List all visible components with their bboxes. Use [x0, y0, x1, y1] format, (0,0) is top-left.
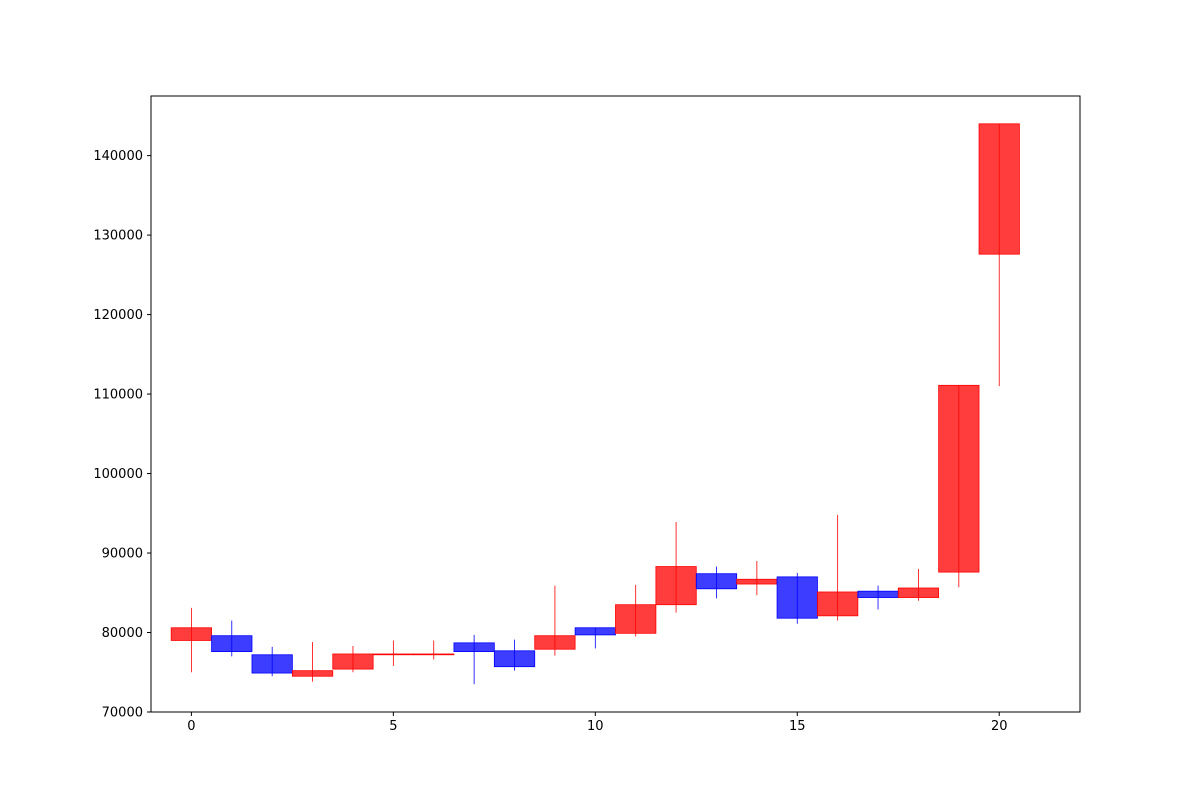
candle-body	[453, 642, 495, 652]
y-axis: 70000 80000 90000 100000 110000 120000 130000 1…	[93, 149, 151, 721]
candle-body	[413, 653, 455, 656]
candle-16	[817, 514, 859, 621]
candle-body	[897, 587, 940, 598]
candle-body	[493, 650, 536, 668]
y-tick-label: 120000	[93, 308, 143, 323]
candle-4	[332, 646, 374, 673]
candle-body	[170, 627, 212, 641]
candle-18	[897, 568, 940, 601]
candle-3	[291, 642, 334, 682]
y-tick-label: 90000	[102, 547, 143, 562]
candle-11	[615, 584, 657, 637]
candle-0	[170, 607, 212, 673]
candle-15	[776, 572, 818, 624]
candle-body	[938, 384, 980, 573]
x-tick-label: 20	[991, 719, 1008, 734]
candle-17	[857, 585, 899, 610]
candles-layer	[170, 123, 1020, 685]
candle-body	[695, 573, 738, 590]
x-tick-label: 10	[587, 719, 604, 734]
candle-body	[251, 654, 293, 674]
y-tick-label: 80000	[102, 626, 143, 641]
candle-14	[736, 560, 778, 596]
y-tick-label: 130000	[93, 229, 143, 244]
candle-body	[291, 670, 334, 677]
candle-body	[615, 604, 657, 634]
candle-12	[655, 522, 697, 613]
candle-9	[534, 585, 576, 656]
x-tick-label: 5	[389, 719, 397, 734]
candle-body	[574, 627, 616, 636]
candle-body	[736, 578, 778, 585]
candle-body	[776, 576, 818, 619]
candle-body	[655, 566, 697, 606]
candle-20	[978, 123, 1020, 387]
candle-body	[332, 653, 374, 670]
candle-body	[817, 591, 859, 617]
candle-8	[493, 639, 536, 671]
y-tick-label: 100000	[93, 467, 143, 482]
y-tick-label: 110000	[93, 388, 143, 403]
x-axis: 0 5 10 15 20	[187, 712, 1007, 734]
candle-body	[534, 635, 576, 650]
candle-10	[574, 627, 616, 649]
candle-1	[211, 620, 253, 657]
candle-body	[211, 635, 253, 652]
y-tick-label: 70000	[102, 706, 143, 721]
candle-19	[938, 384, 980, 588]
candle-body	[857, 590, 899, 598]
candle-7	[453, 634, 495, 685]
y-tick-label: 140000	[93, 149, 143, 164]
candle-13	[695, 566, 738, 599]
plot-frame	[150, 95, 1081, 713]
x-tick-label: 15	[789, 719, 806, 734]
candle-body	[978, 123, 1020, 255]
x-tick-label: 0	[187, 719, 195, 734]
candle-2	[251, 646, 293, 677]
candle-5	[372, 640, 414, 666]
candle-body	[372, 653, 414, 656]
candle-6	[413, 640, 455, 660]
